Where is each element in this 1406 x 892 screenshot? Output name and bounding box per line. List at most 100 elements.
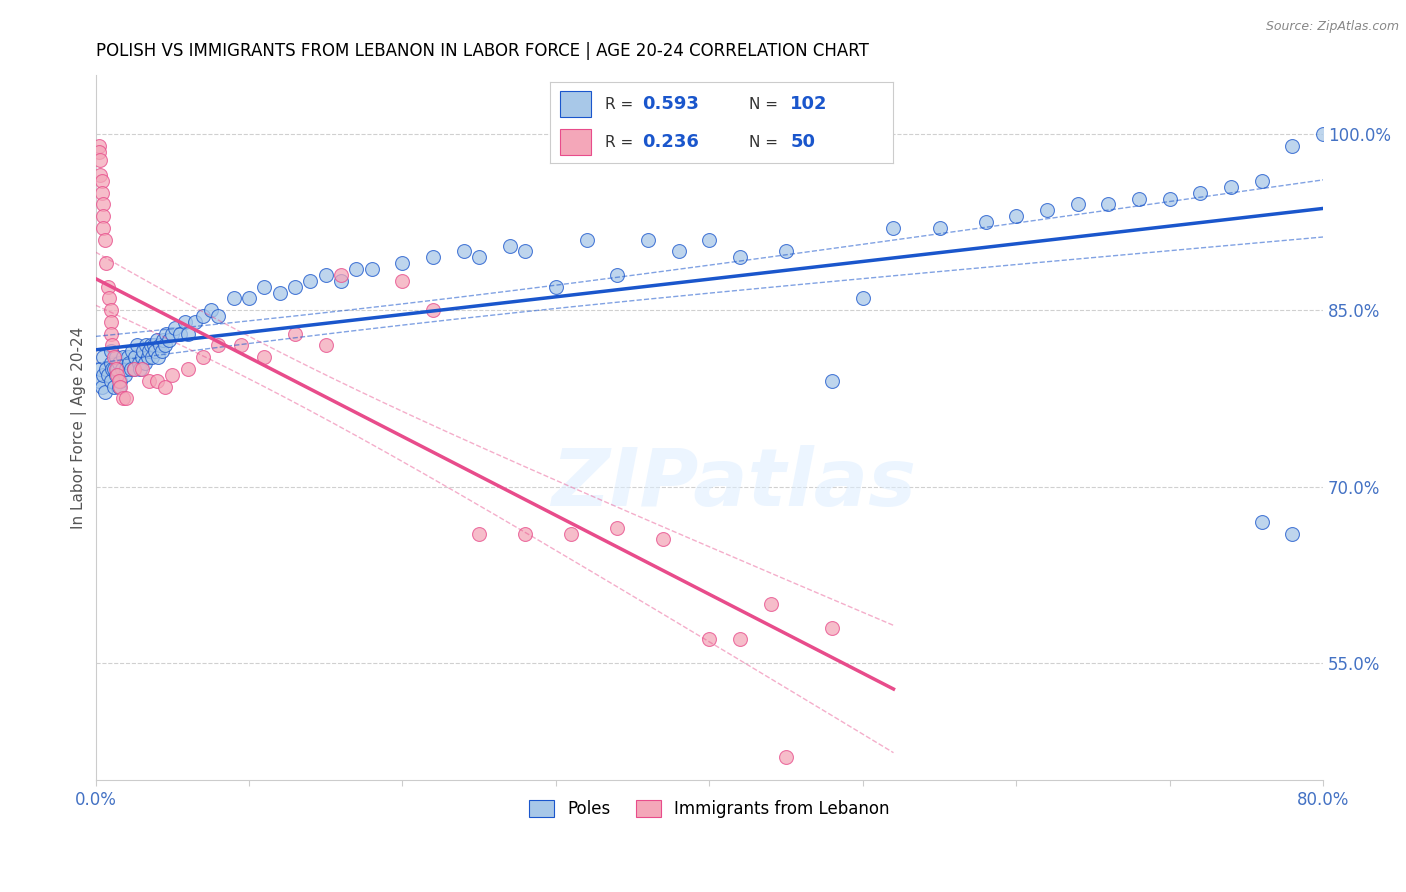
Poles: [129, 362, 152, 376]
Poles: [118, 356, 141, 370]
Immigrants from Lebanon: [146, 374, 169, 388]
Poles: [121, 344, 143, 359]
Poles: [468, 251, 491, 265]
Poles: [1250, 515, 1272, 529]
Poles: [104, 368, 127, 382]
Immigrants from Lebanon: [699, 632, 721, 647]
Immigrants from Lebanon: [107, 374, 129, 388]
Poles: [1097, 197, 1119, 211]
Poles: [728, 251, 751, 265]
Poles: [155, 326, 177, 341]
Immigrants from Lebanon: [94, 233, 117, 247]
Immigrants from Lebanon: [253, 350, 276, 364]
Poles: [107, 379, 129, 393]
Poles: [852, 292, 875, 306]
Poles: [169, 326, 191, 341]
Poles: [1281, 138, 1303, 153]
Immigrants from Lebanon: [100, 303, 122, 318]
Immigrants from Lebanon: [759, 597, 782, 611]
Immigrants from Lebanon: [515, 526, 537, 541]
Poles: [141, 350, 163, 364]
Poles: [97, 368, 120, 382]
Poles: [207, 309, 229, 323]
Poles: [108, 374, 131, 388]
Poles: [515, 244, 537, 259]
Immigrants from Lebanon: [98, 292, 121, 306]
Text: POLISH VS IMMIGRANTS FROM LEBANON IN LABOR FORCE | AGE 20-24 CORRELATION CHART: POLISH VS IMMIGRANTS FROM LEBANON IN LAB…: [96, 42, 869, 60]
Poles: [360, 262, 382, 277]
Legend: Poles, Immigrants from Lebanon: Poles, Immigrants from Lebanon: [523, 793, 896, 825]
Immigrants from Lebanon: [104, 362, 127, 376]
Immigrants from Lebanon: [191, 350, 214, 364]
Immigrants from Lebanon: [96, 256, 118, 270]
Poles: [104, 350, 127, 364]
Poles: [928, 221, 950, 235]
Poles: [103, 379, 125, 393]
Immigrants from Lebanon: [284, 326, 307, 341]
Poles: [94, 385, 117, 400]
Poles: [132, 344, 155, 359]
Poles: [111, 362, 134, 376]
Immigrants from Lebanon: [131, 362, 153, 376]
Immigrants from Lebanon: [87, 138, 110, 153]
Poles: [453, 244, 475, 259]
Poles: [89, 362, 111, 376]
Poles: [125, 338, 148, 352]
Immigrants from Lebanon: [153, 379, 176, 393]
Poles: [91, 368, 114, 382]
Poles: [152, 333, 174, 347]
Poles: [1005, 209, 1028, 223]
Poles: [191, 309, 214, 323]
Immigrants from Lebanon: [315, 338, 337, 352]
Immigrants from Lebanon: [606, 521, 628, 535]
Immigrants from Lebanon: [115, 392, 138, 406]
Poles: [821, 374, 844, 388]
Poles: [1220, 179, 1243, 194]
Poles: [134, 356, 156, 370]
Poles: [100, 344, 122, 359]
Poles: [184, 315, 207, 329]
Poles: [100, 356, 122, 370]
Poles: [1128, 192, 1150, 206]
Immigrants from Lebanon: [728, 632, 751, 647]
Poles: [100, 374, 122, 388]
Poles: [124, 350, 146, 364]
Immigrants from Lebanon: [162, 368, 184, 382]
Immigrants from Lebanon: [105, 368, 128, 382]
Text: Source: ZipAtlas.com: Source: ZipAtlas.com: [1265, 20, 1399, 33]
Immigrants from Lebanon: [652, 533, 675, 547]
Poles: [422, 251, 444, 265]
Immigrants from Lebanon: [468, 526, 491, 541]
Poles: [138, 344, 160, 359]
Poles: [145, 344, 167, 359]
Poles: [103, 362, 125, 376]
Immigrants from Lebanon: [90, 174, 112, 188]
Immigrants from Lebanon: [122, 362, 145, 376]
Poles: [157, 333, 180, 347]
Poles: [101, 362, 124, 376]
Poles: [882, 221, 904, 235]
Poles: [775, 244, 797, 259]
Immigrants from Lebanon: [91, 197, 114, 211]
Immigrants from Lebanon: [103, 350, 125, 364]
Immigrants from Lebanon: [89, 153, 111, 167]
Poles: [136, 350, 159, 364]
Poles: [90, 379, 112, 393]
Immigrants from Lebanon: [90, 186, 112, 200]
Immigrants from Lebanon: [391, 274, 413, 288]
Poles: [1189, 186, 1212, 200]
Poles: [299, 274, 322, 288]
Poles: [1159, 192, 1181, 206]
Poles: [122, 362, 145, 376]
Poles: [135, 338, 157, 352]
Poles: [637, 233, 659, 247]
Poles: [315, 268, 337, 282]
Poles: [112, 350, 135, 364]
Poles: [346, 262, 368, 277]
Immigrants from Lebanon: [330, 268, 353, 282]
Poles: [107, 356, 129, 370]
Poles: [284, 279, 307, 293]
Poles: [105, 362, 128, 376]
Immigrants from Lebanon: [176, 362, 198, 376]
Poles: [128, 356, 150, 370]
